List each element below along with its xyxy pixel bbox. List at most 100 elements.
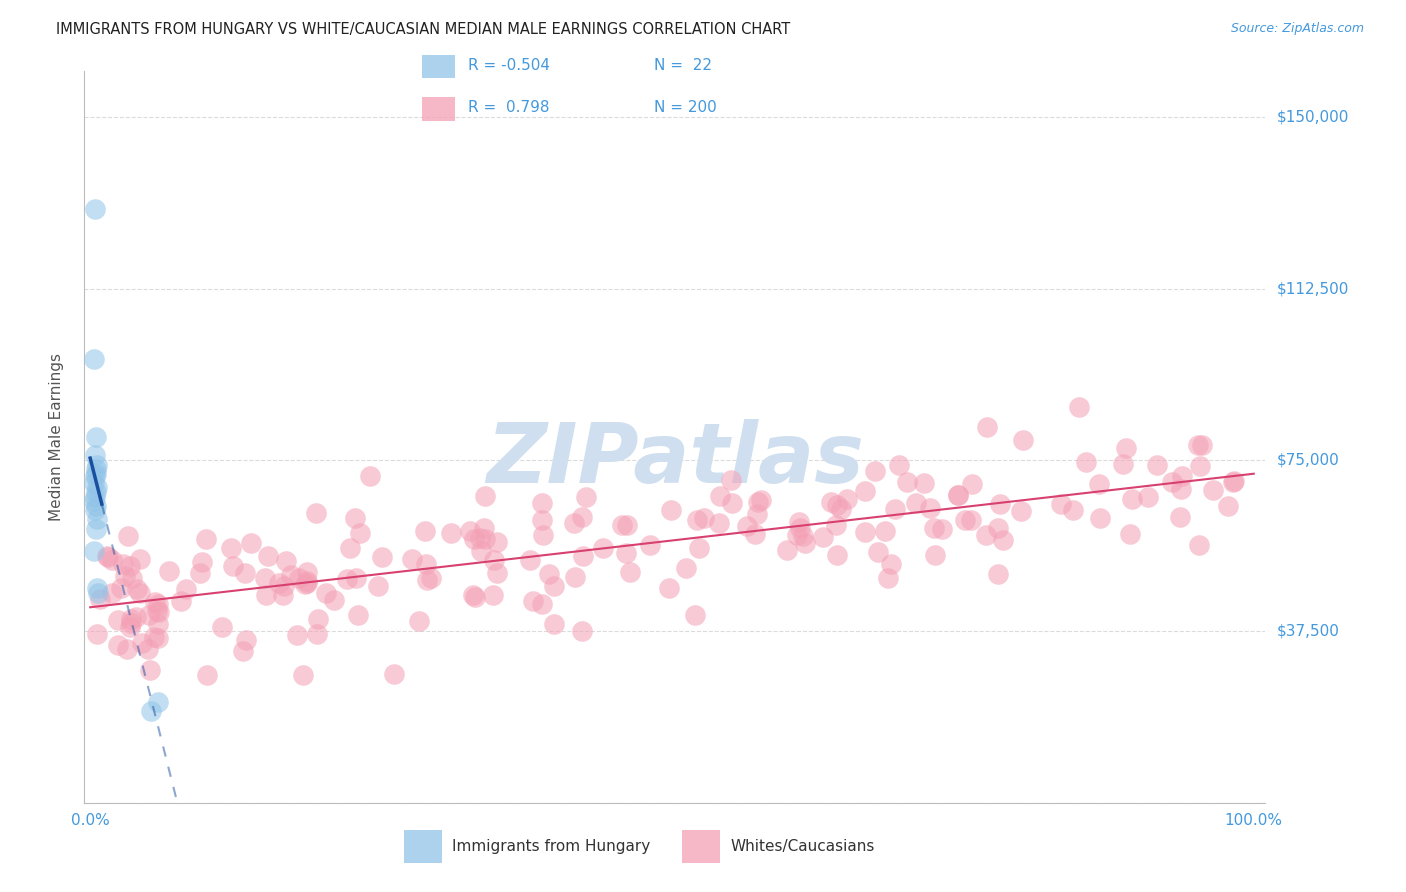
- Point: [107, 613, 129, 627]
- Point: [482, 588, 505, 602]
- Point: [121, 571, 143, 585]
- Point: [474, 532, 496, 546]
- Point: [256, 549, 278, 563]
- Point: [232, 644, 254, 658]
- Text: ZIPatlas: ZIPatlas: [486, 418, 863, 500]
- Point: [616, 518, 638, 533]
- Point: [295, 565, 318, 579]
- Point: [336, 572, 359, 586]
- Point: [960, 513, 983, 527]
- Point: [987, 567, 1010, 582]
- Point: [614, 545, 637, 559]
- Point: [124, 610, 146, 624]
- Point: [408, 614, 430, 628]
- Point: [472, 521, 495, 535]
- Text: IMMIGRANTS FROM HUNGARY VS WHITE/CAUCASIAN MEDIAN MALE EARNINGS CORRELATION CHAR: IMMIGRANTS FROM HUNGARY VS WHITE/CAUCASI…: [56, 22, 790, 37]
- Point: [531, 598, 554, 612]
- Point: [138, 663, 160, 677]
- Point: [924, 521, 946, 535]
- Point: [1088, 477, 1111, 491]
- Point: [291, 667, 314, 681]
- Point: [575, 490, 598, 504]
- Point: [619, 565, 641, 579]
- Point: [745, 507, 768, 521]
- Point: [367, 579, 389, 593]
- Point: [146, 603, 169, 617]
- Text: Immigrants from Hungary: Immigrants from Hungary: [453, 839, 651, 854]
- Point: [1170, 469, 1192, 483]
- Point: [562, 516, 585, 531]
- Text: $112,500: $112,500: [1277, 281, 1348, 296]
- Point: [638, 538, 661, 552]
- Point: [825, 498, 848, 512]
- Point: [96, 549, 118, 563]
- Point: [83, 448, 105, 462]
- Point: [86, 512, 108, 526]
- Point: [84, 485, 107, 500]
- Point: [1168, 510, 1191, 524]
- Point: [274, 554, 297, 568]
- Point: [789, 521, 811, 535]
- Point: [883, 502, 905, 516]
- Point: [744, 526, 766, 541]
- Text: $37,500: $37,500: [1277, 624, 1340, 639]
- Point: [267, 576, 290, 591]
- Point: [659, 502, 682, 516]
- Point: [572, 549, 595, 563]
- Point: [143, 630, 166, 644]
- Point: [1115, 441, 1137, 455]
- Point: [371, 549, 394, 564]
- Point: [519, 552, 541, 566]
- Point: [1223, 475, 1246, 489]
- Point: [1119, 527, 1142, 541]
- Point: [240, 535, 263, 549]
- Point: [295, 574, 318, 589]
- Point: [792, 529, 814, 543]
- Point: [315, 586, 337, 600]
- Point: [855, 484, 877, 499]
- Point: [830, 502, 852, 516]
- Point: [825, 518, 848, 533]
- Point: [146, 616, 169, 631]
- Point: [685, 513, 707, 527]
- Point: [612, 518, 634, 533]
- Point: [876, 571, 898, 585]
- Point: [863, 464, 886, 478]
- Text: Whites/Caucasians: Whites/Caucasians: [730, 839, 875, 854]
- Point: [83, 494, 105, 508]
- Point: [776, 542, 799, 557]
- Point: [146, 695, 169, 709]
- Point: [87, 585, 110, 599]
- Point: [1010, 504, 1032, 518]
- Point: [905, 496, 928, 510]
- Point: [868, 545, 890, 559]
- Point: [786, 528, 808, 542]
- Point: [297, 576, 319, 591]
- Point: [1146, 458, 1168, 472]
- Point: [211, 620, 233, 634]
- Point: [960, 476, 983, 491]
- Point: [1160, 475, 1182, 489]
- Point: [571, 624, 593, 639]
- Point: [222, 558, 245, 573]
- Point: [463, 588, 485, 602]
- Point: [117, 529, 139, 543]
- Bar: [422, 54, 454, 78]
- Point: [120, 620, 142, 634]
- Point: [1062, 503, 1084, 517]
- Point: [1121, 491, 1143, 506]
- Point: [976, 420, 998, 434]
- Point: [382, 667, 405, 681]
- Text: R =  0.798: R = 0.798: [468, 100, 550, 115]
- Point: [83, 475, 105, 490]
- Point: [991, 533, 1014, 547]
- Point: [1067, 400, 1090, 414]
- Point: [1050, 497, 1073, 511]
- Point: [323, 593, 346, 607]
- Point: [235, 633, 257, 648]
- Point: [138, 607, 160, 622]
- Point: [1188, 458, 1211, 473]
- Text: Source: ZipAtlas.com: Source: ZipAtlas.com: [1230, 22, 1364, 36]
- Point: [912, 475, 935, 490]
- Point: [125, 582, 148, 596]
